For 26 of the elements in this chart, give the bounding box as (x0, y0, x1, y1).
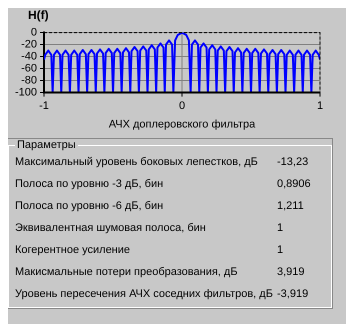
text: -13,23 (277, 156, 308, 168)
text: -3,919 (277, 288, 308, 300)
category-label: Макисмальные потери преобразования, дБ (15, 266, 239, 278)
y-tick-label: -20 (21, 38, 38, 51)
x-tick-label: -1 (39, 100, 49, 112)
x-tick-label: 0 (178, 100, 186, 112)
category-label: Максимальный уровень боковых лепестков, дБ (15, 156, 259, 168)
y-tick-label: -80 (21, 74, 38, 87)
text: 1 (277, 244, 284, 256)
y-tick-label: -40 (21, 50, 38, 63)
text: 3,919 (277, 266, 305, 278)
category-label: Полоса по уровню -6 дБ, бин (15, 200, 164, 212)
text: 1 (277, 222, 284, 234)
text: Параметры (16, 139, 77, 151)
category-label: Полоса по уровню -3 дБ, бин (15, 178, 164, 190)
category-label: Уровень пересечения АЧХ соседних фильтров, дБ (15, 288, 274, 300)
y-tick-label: -100 (14, 86, 38, 99)
y-axis-title: H(f) (27, 8, 50, 23)
text: 1,211 (277, 200, 304, 212)
x-tick-label: 1 (316, 100, 324, 112)
text: 0,8906 (277, 178, 311, 190)
category-label: Когерентное усиление (15, 244, 132, 256)
y-tick-label: -60 (21, 62, 38, 75)
x-axis-title: АЧХ доплеровского фильтра (108, 118, 256, 130)
y-tick-label: 0 (30, 26, 38, 39)
category-label: Эквивалентная шумовая полоса, бин (15, 222, 207, 234)
